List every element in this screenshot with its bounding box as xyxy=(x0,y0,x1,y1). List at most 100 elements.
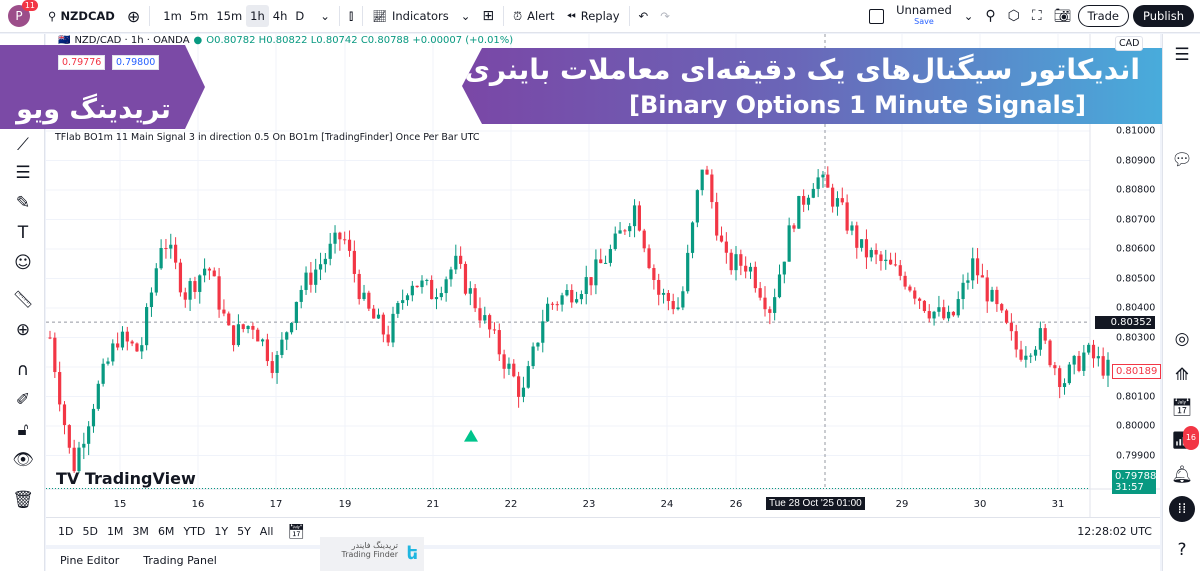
trash-icon[interactable]: 🗑︎ xyxy=(12,490,34,510)
interval-D[interactable]: D xyxy=(295,9,305,23)
lock-drawing-icon[interactable]: ✐ xyxy=(15,390,31,410)
symbol-title[interactable]: NZD/CAD · 1h · OANDA xyxy=(74,35,190,46)
emoji-icon[interactable]: ☺ xyxy=(14,253,32,273)
templates-icon[interactable]: ⊞ xyxy=(482,8,495,24)
brush-icon[interactable]: ✎ xyxy=(15,193,31,213)
quick-search-icon[interactable]: ⚲ xyxy=(985,8,996,24)
help-icon[interactable]: ? xyxy=(1177,540,1187,560)
candle-down xyxy=(1000,304,1004,311)
candle-up xyxy=(966,280,970,283)
candle-down xyxy=(985,277,989,302)
interval-1h[interactable]: 1h xyxy=(246,5,269,27)
candle-up xyxy=(468,288,472,294)
range-1D[interactable]: 1D xyxy=(58,525,74,538)
publish-button[interactable]: Publish xyxy=(1133,5,1194,27)
candle-down xyxy=(1077,355,1081,371)
news-feed-icon[interactable]: 📶︎16 xyxy=(1171,426,1199,452)
candle-up xyxy=(96,383,100,409)
tab-pine-editor[interactable]: Pine Editor xyxy=(60,553,120,567)
trade-button[interactable]: Trade xyxy=(1077,5,1129,27)
candle-down xyxy=(845,202,849,231)
candle-up xyxy=(574,299,579,303)
range-3M[interactable]: 3M xyxy=(132,525,149,538)
goto-date-icon[interactable]: 📅︎ xyxy=(287,523,306,540)
candle-down xyxy=(164,248,168,250)
undo-icon[interactable]: ↶ xyxy=(638,9,649,23)
candle-up xyxy=(932,311,936,319)
candle-up xyxy=(579,294,584,300)
range-1Y[interactable]: 1Y xyxy=(214,525,229,538)
replay-button[interactable]: ⏪︎ Replay xyxy=(566,8,620,24)
candle-down xyxy=(497,330,501,355)
candle-up xyxy=(565,289,569,296)
candle-down xyxy=(753,266,757,289)
clock[interactable]: 12:28:02 UTC xyxy=(1077,525,1152,538)
compare-add-icon[interactable]: ⊕ xyxy=(126,6,141,26)
fib-icon[interactable]: ☰ xyxy=(15,163,31,183)
sell-price[interactable]: 0.79776 xyxy=(58,55,106,70)
price-tick: 0.79900 xyxy=(1116,450,1156,461)
candle-up xyxy=(111,343,115,362)
candle-up xyxy=(860,239,864,248)
indicator-label[interactable]: TFlab BO1m 11 Main Signal 3 in direction… xyxy=(55,132,480,143)
ruler-icon[interactable]: 📏︎ xyxy=(12,290,34,310)
candle-down xyxy=(72,447,76,472)
candle-up xyxy=(106,361,110,364)
target-icon[interactable]: ◎ xyxy=(1174,329,1190,349)
interval-1m[interactable]: 1m xyxy=(163,9,182,23)
candle-up xyxy=(434,297,439,300)
eye-icon[interactable]: 👁︎ xyxy=(12,450,34,470)
indicators-button[interactable]: 📈︎ Indicators xyxy=(372,9,449,23)
symbol-search[interactable]: ⚲ NZDCAD xyxy=(48,9,115,23)
buy-price[interactable]: 0.79800 xyxy=(112,55,160,70)
bell-icon[interactable]: 🔔︎ xyxy=(1171,465,1193,485)
watchlist-icon[interactable]: ☰ xyxy=(1174,45,1190,65)
range-6M[interactable]: 6M xyxy=(157,525,175,538)
layout-name[interactable]: Unnamed Save xyxy=(896,3,952,26)
avatar[interactable]: P 11 xyxy=(8,0,38,27)
candle-down xyxy=(488,315,492,330)
lock-icon[interactable]: 🔓︎ xyxy=(17,420,29,440)
redo-icon[interactable]: ↷ xyxy=(660,9,670,23)
zoom-in-icon[interactable]: ⊕ xyxy=(15,320,31,340)
candle-down xyxy=(1101,356,1105,376)
range-1M[interactable]: 1M xyxy=(106,525,124,538)
interval-15m[interactable]: 15m xyxy=(216,9,243,23)
interval-dropdown-icon[interactable]: ⌄ xyxy=(320,9,330,23)
magnet-icon[interactable]: ∩ xyxy=(16,360,30,380)
candle-chart[interactable] xyxy=(46,34,1160,517)
layout-checkbox[interactable] xyxy=(863,0,890,33)
apps-icon[interactable]: ⁞⁞ xyxy=(1169,496,1195,522)
candle-type-icon[interactable]: ⫾ xyxy=(348,8,354,24)
candle-up xyxy=(1033,349,1038,356)
layout-dropdown-icon[interactable]: ⌄ xyxy=(963,9,974,23)
candle-down xyxy=(251,325,255,330)
range-YTD[interactable]: YTD xyxy=(183,525,206,538)
calendar-icon[interactable]: 📅︎ xyxy=(1171,398,1193,418)
settings-icon[interactable]: ⬡ xyxy=(1007,8,1020,24)
tab-trading-panel[interactable]: Trading Panel xyxy=(143,553,217,567)
interval-5m[interactable]: 5m xyxy=(189,9,209,23)
alert-button[interactable]: ⏰︎ Alert xyxy=(513,8,555,24)
candle-down xyxy=(53,337,57,373)
buy-signal-arrow[interactable] xyxy=(464,429,478,442)
range-All[interactable]: All xyxy=(259,525,274,538)
interval-4h[interactable]: 4h xyxy=(272,9,288,23)
candle-down xyxy=(270,361,274,373)
candle-down xyxy=(570,289,574,303)
range-5D[interactable]: 5D xyxy=(82,525,98,538)
trend-line-icon[interactable]: ⟋ xyxy=(17,135,29,155)
candle-up xyxy=(362,292,366,300)
fullscreen-icon[interactable]: ⛶ xyxy=(1031,8,1042,24)
candle-up xyxy=(946,311,951,319)
range-5Y[interactable]: 5Y xyxy=(237,525,251,538)
ideas-icon[interactable]: ⟰ xyxy=(1174,365,1190,385)
candle-up xyxy=(275,354,279,373)
chat-icon[interactable]: 💬︎ xyxy=(1171,150,1193,170)
camera-icon[interactable]: 📷︎ xyxy=(1053,8,1072,24)
indicators-dropdown-icon[interactable]: ⌄ xyxy=(460,9,471,23)
currency-select[interactable]: CAD xyxy=(1115,36,1144,51)
text-icon[interactable]: T xyxy=(17,223,29,243)
candle-down xyxy=(589,277,593,286)
candle-up xyxy=(594,259,598,286)
